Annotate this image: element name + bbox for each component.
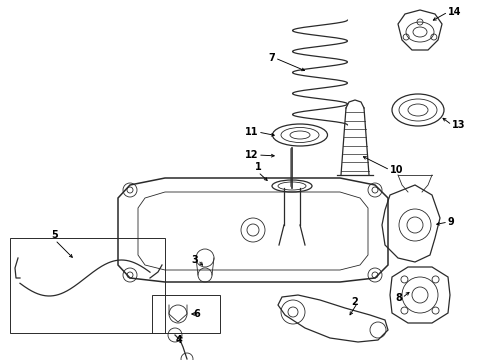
Text: 13: 13 bbox=[452, 120, 466, 130]
Text: 3: 3 bbox=[191, 255, 198, 265]
Text: 6: 6 bbox=[193, 309, 200, 319]
Text: 5: 5 bbox=[51, 230, 58, 240]
Text: 2: 2 bbox=[351, 297, 358, 307]
Text: 8: 8 bbox=[395, 293, 402, 303]
Text: 1: 1 bbox=[255, 162, 261, 172]
Text: 9: 9 bbox=[448, 217, 455, 227]
Text: 14: 14 bbox=[448, 7, 462, 17]
Text: 12: 12 bbox=[245, 150, 258, 160]
Bar bbox=[152, 295, 220, 333]
Text: 7: 7 bbox=[268, 53, 275, 63]
Bar bbox=[10, 238, 165, 333]
Text: 10: 10 bbox=[390, 165, 403, 175]
Text: 11: 11 bbox=[245, 127, 258, 137]
Text: 4: 4 bbox=[175, 335, 182, 345]
